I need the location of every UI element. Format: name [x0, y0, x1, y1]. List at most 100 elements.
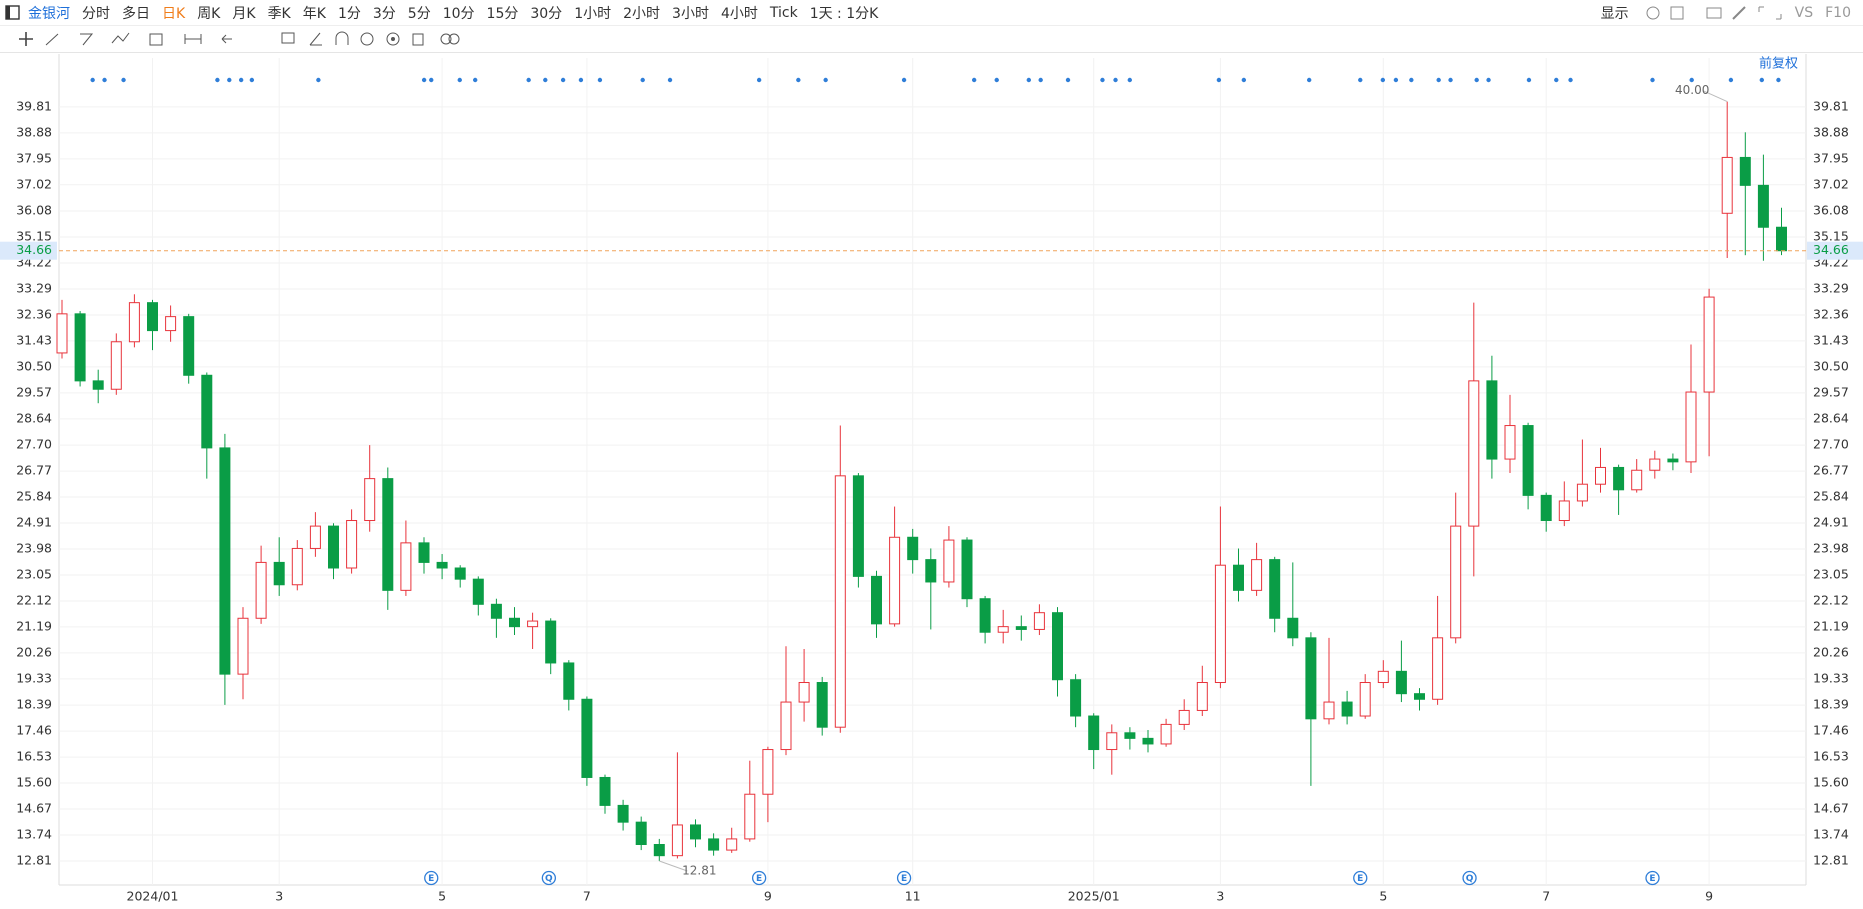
candle-body [1757, 184, 1769, 228]
y-tick-label-left: 12.81 [16, 852, 52, 867]
period[interactable]: 3分 [372, 5, 396, 22]
period[interactable]: 4小时 [720, 5, 758, 22]
candle-body [1124, 732, 1136, 739]
candle-body [1233, 564, 1244, 591]
y-tick-label-right: 30.50 [1813, 358, 1849, 373]
y-tick-label-left: 14.67 [16, 801, 52, 816]
top-marker [1689, 77, 1694, 83]
candle-body [1323, 701, 1335, 720]
candle-body [762, 749, 774, 795]
candle-body [454, 567, 466, 580]
period[interactable]: 周K [197, 5, 221, 22]
candle-body [382, 478, 394, 591]
x-tick-label: 9 [1705, 889, 1713, 904]
y-tick-label-right: 16.53 [1813, 749, 1849, 764]
candle-body [1106, 732, 1118, 751]
period[interactable]: 1天 : 1分K [809, 5, 879, 22]
y-tick-label-left: 36.08 [16, 203, 52, 218]
candle-body [1377, 670, 1389, 684]
candle-body [147, 302, 158, 332]
candle-body [1178, 709, 1190, 725]
candle-body [943, 539, 955, 583]
candle-body [889, 536, 901, 625]
sidebar-toggle[interactable] [0, 3, 28, 23]
period[interactable]: 3小时 [672, 5, 709, 22]
x-tick-label: 9 [764, 889, 772, 904]
top-marker [578, 77, 584, 83]
top-marker [1380, 77, 1386, 83]
top-marker [1448, 77, 1453, 83]
f10-button[interactable]: F10 [1825, 4, 1851, 21]
drawing-tools [19, 31, 460, 46]
candle-body [961, 539, 973, 600]
candle-body [1540, 494, 1552, 522]
period[interactable]: 月K [232, 5, 256, 22]
period[interactable]: 30分 [530, 5, 563, 22]
period[interactable]: 15分 [486, 5, 519, 22]
symbol[interactable]: 金银河 [28, 5, 70, 22]
candle-body [128, 302, 140, 343]
candle-body [92, 380, 104, 390]
y-tick-label-right: 12.81 [1813, 852, 1849, 867]
period[interactable]: 5分 [407, 5, 431, 22]
adjust-mode[interactable]: 前复权 [1759, 56, 1798, 72]
top-marker [756, 77, 762, 83]
y-tick-label-left: 18.39 [16, 697, 52, 712]
y-tick-label-right: 29.57 [1813, 384, 1849, 399]
candle-body [1160, 723, 1172, 745]
candle-body [183, 316, 195, 376]
candle-body [1395, 670, 1407, 695]
period[interactable]: 分时 [82, 5, 110, 22]
period[interactable]: 10分 [442, 5, 475, 22]
y-tick-label-left: 38.88 [16, 124, 52, 139]
period[interactable]: 1小时 [574, 5, 612, 22]
period[interactable]: 年K [302, 5, 326, 22]
candle-body [418, 542, 430, 563]
period[interactable]: 2小时 [623, 5, 661, 22]
candle-body [1287, 617, 1299, 639]
display-menu[interactable]: 显示 [1600, 5, 1629, 22]
candle-body [165, 316, 177, 332]
candle-body [852, 475, 864, 577]
y-tick-label-left: 17.46 [16, 723, 52, 738]
candle-body [509, 617, 520, 628]
candle-body [816, 682, 828, 728]
vs-button[interactable]: VS [1794, 4, 1814, 21]
y-tick-label-left: 27.70 [16, 437, 52, 452]
candle-body [56, 313, 68, 354]
y-tick-label-right: 15.60 [1813, 775, 1849, 790]
last-price-label-left: 34.66 [16, 242, 52, 257]
x-tick-label: 5 [438, 889, 446, 904]
period-active[interactable]: 日K [162, 5, 186, 22]
candle-body [1359, 682, 1371, 717]
y-tick-label-right: 27.70 [1813, 437, 1849, 452]
candle-body [364, 478, 376, 522]
x-tick-label: 11 [905, 889, 921, 904]
y-tick-label-left: 26.77 [16, 463, 52, 478]
candle-body [1504, 425, 1516, 460]
y-tick-label-right: 17.46 [1813, 723, 1849, 738]
candle-body [527, 620, 539, 628]
y-tick-label-right: 23.05 [1813, 566, 1849, 581]
candle-body [871, 575, 882, 625]
candle-body [273, 561, 285, 586]
y-tick-label-right: 33.29 [1813, 280, 1849, 295]
y-tick-label-right: 20.26 [1813, 644, 1849, 659]
candle-body [1341, 701, 1353, 717]
candle-body [1595, 466, 1606, 485]
period[interactable]: 多日 [122, 5, 150, 22]
period[interactable]: Tick [769, 4, 798, 21]
y-tick-label-left: 37.95 [16, 150, 52, 165]
annotation-label: 12.81 [682, 863, 716, 877]
candle-body [1667, 458, 1679, 463]
top-marker [1486, 77, 1491, 83]
event-icon [1645, 870, 1660, 886]
candle-body [400, 542, 412, 591]
y-tick-label-left: 33.29 [16, 280, 52, 295]
x-tick-label: 7 [1542, 889, 1550, 904]
candle-body [1468, 380, 1480, 527]
period[interactable]: 季K [267, 5, 291, 22]
period[interactable]: 1分 [337, 5, 361, 22]
candle-body [726, 838, 738, 851]
top-marker [1100, 77, 1105, 83]
